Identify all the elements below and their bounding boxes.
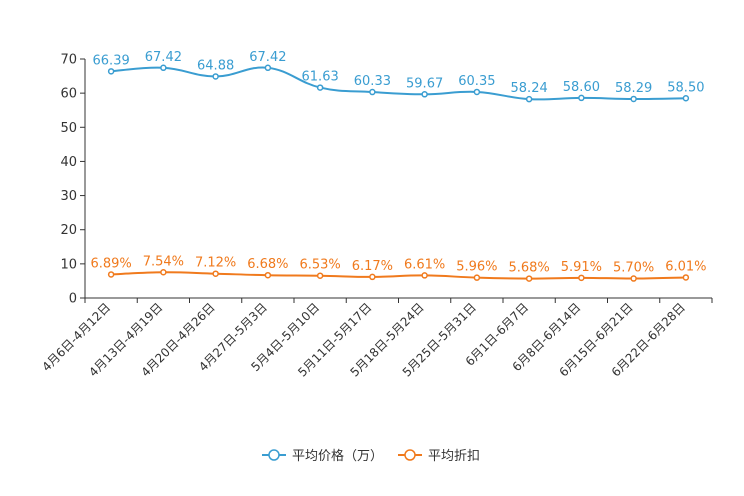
data-label: 6.53% (299, 258, 340, 273)
data-label: 66.39 (93, 53, 130, 68)
data-point[interactable] (682, 274, 690, 281)
x-axis-labels: 4月6日-4月12日4月13日-4月19日4月20日-4月26日4月27日-5月… (39, 300, 688, 379)
legend-circle-marker (268, 449, 280, 461)
series-line (111, 271, 686, 280)
data-label: 7.12% (195, 256, 236, 271)
data-label: 58.60 (563, 80, 600, 95)
series-1: 66.39 67.42 64.88 67.42 61.63 60.33 59.67 60.35… (93, 50, 704, 103)
legend[interactable]: 平均价格（万） 平均折扣 (262, 448, 480, 464)
legend-label: 平均折扣 (428, 449, 480, 464)
data-label: 5.68% (508, 261, 549, 276)
y-tick-label: 70 (60, 53, 77, 68)
data-label: 67.42 (249, 50, 286, 65)
data-label: 58.24 (511, 81, 548, 96)
y-tick-label: 0 (69, 292, 77, 307)
legend-circle-marker (404, 449, 416, 461)
y-tick-label: 60 (60, 87, 77, 102)
data-point[interactable] (212, 73, 219, 80)
data-label: 5.70% (613, 261, 654, 276)
series-2: 6.89% 7.54% 7.12% 6.68% 6.53% 6.17% 6.61% 5.96%… (90, 254, 707, 282)
data-label: 67.42 (145, 50, 182, 65)
data-point[interactable] (107, 271, 115, 278)
data-point[interactable] (630, 275, 637, 282)
data-point[interactable] (578, 274, 585, 282)
data-label: 58.29 (615, 81, 652, 96)
data-label: 61.63 (302, 70, 339, 85)
y-tick-label: 20 (60, 223, 77, 238)
data-point[interactable] (264, 64, 272, 72)
data-label: 59.67 (406, 76, 443, 91)
axes (80, 58, 713, 303)
data-point[interactable] (473, 274, 481, 281)
data-point[interactable] (421, 91, 428, 98)
data-label: 60.35 (458, 74, 495, 89)
data-label: 6.61% (404, 257, 445, 272)
data-point[interactable] (316, 272, 324, 279)
data-point[interactable] (212, 270, 219, 277)
data-point[interactable] (160, 269, 167, 276)
data-point[interactable] (525, 275, 533, 282)
data-point[interactable] (316, 84, 324, 91)
data-point[interactable] (682, 95, 690, 102)
data-point[interactable] (525, 95, 533, 103)
y-axis-labels: 0 10 20 30 40 50 60 70 (60, 53, 77, 307)
data-point[interactable] (369, 88, 376, 96)
data-label: 6.68% (247, 257, 288, 272)
data-label: 60.33 (354, 74, 391, 89)
data-point[interactable] (369, 273, 376, 281)
data-point[interactable] (264, 271, 272, 279)
data-label: 58.50 (667, 80, 704, 95)
data-label: 6.01% (665, 259, 706, 274)
series-group: 66.39 67.42 64.88 67.42 61.63 60.33 59.67 60.35… (90, 50, 707, 282)
data-point[interactable] (473, 88, 481, 96)
y-tick-label: 50 (60, 121, 77, 136)
data-label: 5.96% (456, 260, 497, 275)
data-label: 6.17% (352, 259, 393, 274)
data-label: 64.88 (197, 58, 234, 73)
data-label: 6.89% (90, 256, 131, 271)
legend-item-1[interactable]: 平均价格（万） (262, 448, 383, 464)
y-tick-label: 30 (60, 189, 77, 204)
y-tick-label: 40 (60, 155, 77, 170)
data-point[interactable] (630, 95, 637, 103)
data-point[interactable] (107, 68, 115, 75)
data-label: 5.91% (561, 260, 602, 275)
y-tick-label: 10 (60, 257, 77, 272)
data-point[interactable] (578, 94, 585, 102)
data-label: 7.54% (143, 254, 184, 269)
data-point[interactable] (160, 64, 167, 72)
legend-item-2[interactable]: 平均折扣 (398, 449, 480, 464)
data-point[interactable] (421, 272, 428, 279)
series-line (111, 66, 686, 101)
legend-label: 平均价格（万） (292, 448, 383, 464)
